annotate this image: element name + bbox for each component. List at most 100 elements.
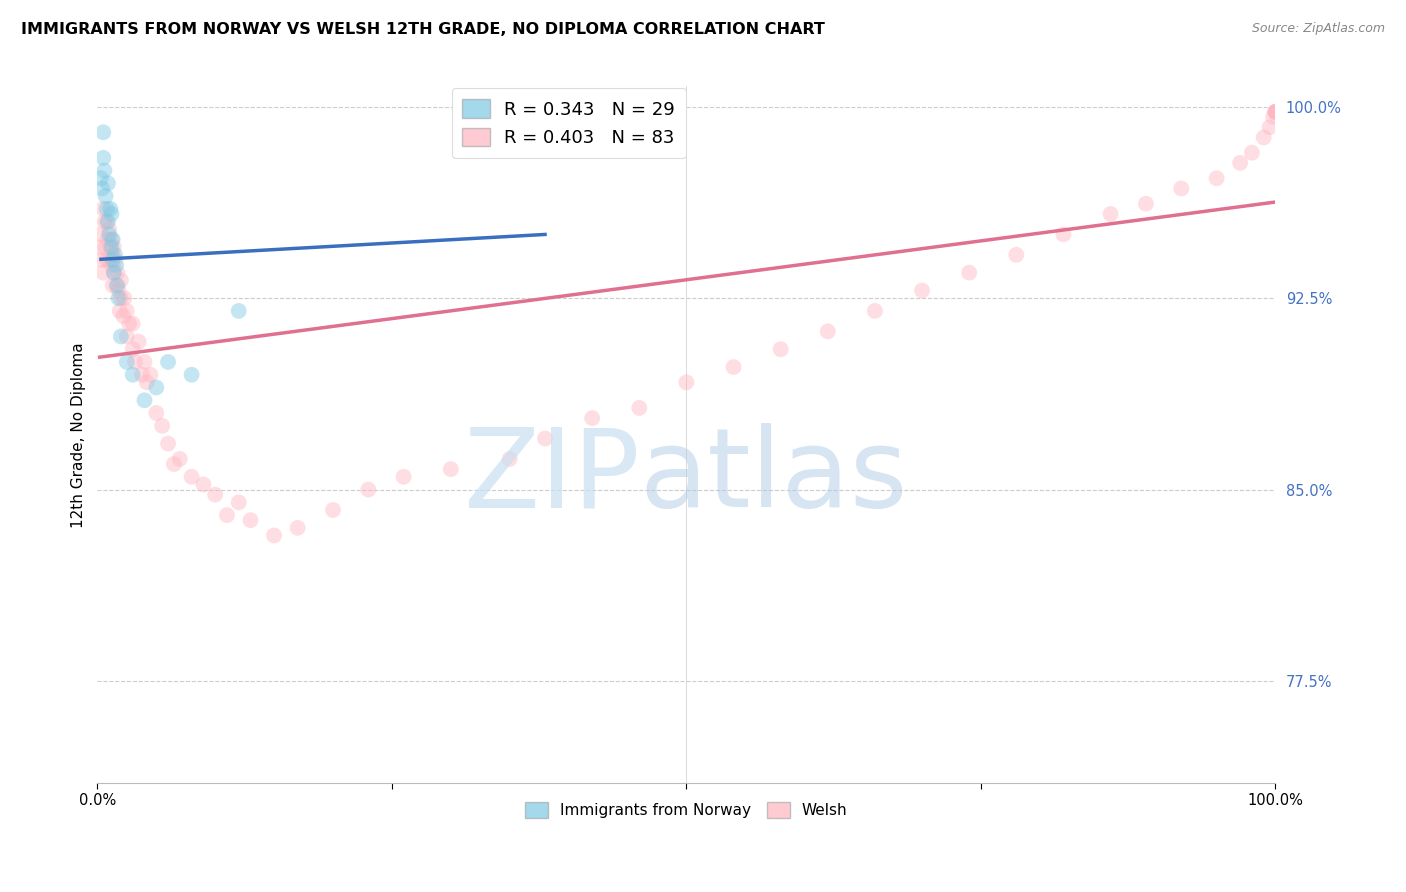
Point	[101, 252, 124, 267]
Point	[94, 240, 117, 254]
Point	[817, 324, 839, 338]
Point	[90, 171, 112, 186]
Point	[157, 436, 180, 450]
Point	[628, 401, 651, 415]
Point	[392, 470, 415, 484]
Point	[121, 317, 143, 331]
Point	[863, 304, 886, 318]
Point	[103, 240, 125, 254]
Point	[90, 227, 112, 242]
Point	[239, 513, 262, 527]
Point	[145, 380, 167, 394]
Point	[499, 452, 522, 467]
Point	[108, 304, 131, 318]
Point	[1264, 104, 1286, 119]
Y-axis label: 12th Grade, No Diploma: 12th Grade, No Diploma	[72, 342, 86, 527]
Point	[287, 521, 309, 535]
Point	[98, 240, 121, 254]
Point	[169, 452, 191, 467]
Point	[89, 240, 111, 254]
Point	[100, 207, 122, 221]
Point	[440, 462, 463, 476]
Point	[228, 304, 250, 318]
Point	[91, 202, 114, 216]
Text: IMMIGRANTS FROM NORWAY VS WELSH 12TH GRADE, NO DIPLOMA CORRELATION CHART: IMMIGRANTS FROM NORWAY VS WELSH 12TH GRA…	[21, 22, 825, 37]
Point	[1264, 104, 1286, 119]
Point	[91, 151, 114, 165]
Point	[110, 329, 132, 343]
Point	[131, 368, 153, 382]
Point	[581, 411, 603, 425]
Point	[215, 508, 238, 522]
Point	[180, 368, 202, 382]
Point	[105, 266, 128, 280]
Point	[91, 252, 114, 267]
Point	[101, 278, 124, 293]
Point	[1205, 171, 1227, 186]
Point	[1240, 145, 1263, 160]
Point	[1258, 120, 1281, 135]
Point	[93, 214, 115, 228]
Point	[769, 342, 792, 356]
Point	[118, 317, 141, 331]
Point	[93, 163, 115, 178]
Point	[91, 125, 114, 139]
Point	[1229, 156, 1251, 170]
Point	[322, 503, 344, 517]
Point	[193, 477, 215, 491]
Point	[134, 393, 156, 408]
Point	[121, 342, 143, 356]
Point	[105, 278, 128, 293]
Legend: Immigrants from Norway, Welsh: Immigrants from Norway, Welsh	[519, 796, 853, 824]
Point	[1264, 104, 1286, 119]
Point	[105, 278, 128, 293]
Point	[163, 457, 186, 471]
Point	[911, 284, 934, 298]
Point	[94, 189, 117, 203]
Point	[97, 214, 120, 228]
Point	[96, 202, 118, 216]
Point	[115, 304, 138, 318]
Point	[103, 266, 125, 280]
Point	[1170, 181, 1192, 195]
Point	[957, 266, 980, 280]
Text: Source: ZipAtlas.com: Source: ZipAtlas.com	[1251, 22, 1385, 36]
Point	[96, 252, 118, 267]
Point	[100, 232, 122, 246]
Point	[1135, 196, 1157, 211]
Point	[121, 368, 143, 382]
Point	[1264, 104, 1286, 119]
Point	[1052, 227, 1074, 242]
Point	[104, 248, 127, 262]
Point	[103, 266, 125, 280]
Point	[263, 528, 285, 542]
Point	[675, 376, 697, 390]
Point	[96, 214, 118, 228]
Point	[157, 355, 180, 369]
Point	[145, 406, 167, 420]
Point	[97, 232, 120, 246]
Point	[534, 125, 557, 139]
Point	[115, 355, 138, 369]
Text: ZIP: ZIP	[464, 423, 640, 530]
Point	[98, 222, 121, 236]
Point	[98, 202, 121, 216]
Point	[101, 232, 124, 246]
Point	[101, 248, 124, 262]
Point	[100, 240, 122, 254]
Point	[110, 273, 132, 287]
Point	[139, 368, 162, 382]
Point	[124, 355, 146, 369]
Point	[104, 252, 127, 267]
Point	[105, 258, 128, 272]
Point	[134, 355, 156, 369]
Point	[114, 291, 136, 305]
Point	[1253, 130, 1275, 145]
Point	[1005, 248, 1028, 262]
Point	[1099, 207, 1122, 221]
Point	[1263, 110, 1285, 124]
Point	[204, 488, 226, 502]
Point	[98, 252, 121, 267]
Point	[128, 334, 150, 349]
Point	[135, 376, 157, 390]
